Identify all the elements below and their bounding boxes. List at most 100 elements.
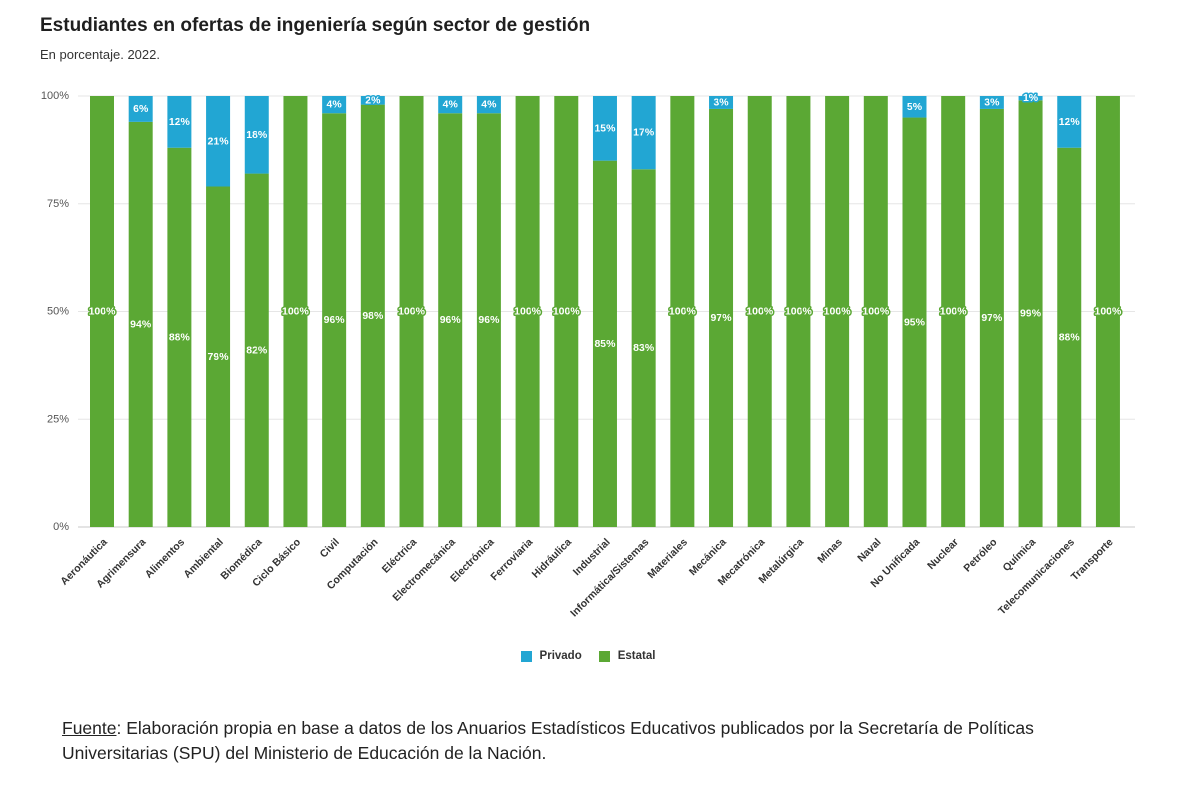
source-text: : Elaboración propia en base a datos de … [62,718,1034,763]
y-tick-unit: % [59,413,69,425]
data-label-value: 6 [133,103,139,115]
data-label-unit: % [219,351,229,363]
data-label-estatal: 94% [130,318,152,330]
data-label-privado: 21% [208,135,230,147]
bar-privado [592,96,617,161]
x-tick-label: Ferroviaria [488,536,535,583]
data-label-value: 100 [862,306,880,318]
data-label-value: 88 [169,331,181,343]
bar-estatal [941,96,966,527]
x-tick-label: Telecomunicaciones [996,536,1077,617]
data-label-value: 94 [130,318,142,330]
data-label-value: 100 [89,306,107,318]
bar-privado [476,96,501,114]
data-label-unit: % [1029,92,1039,104]
data-label-estatal: 98% [362,310,384,322]
bar-estatal [709,108,734,528]
x-tick-label: Química [1000,536,1038,574]
data-label-privado: 12% [1059,116,1081,128]
x-tick-label: Nuclear [925,536,961,572]
data-label-estatal: 100% [514,306,542,318]
data-label-estatal: 100% [785,306,813,318]
bar-estatal [554,96,579,527]
x-tick-label: Civil [318,536,342,560]
bar-privado [902,96,927,118]
data-label-estatal: 96% [324,314,346,326]
data-label-value: 100 [1095,306,1113,318]
data-label-estatal: 100% [398,306,426,318]
bar-privado [979,96,1004,109]
x-tick-label: Eléctrica [380,536,420,576]
data-label-privado: 6% [133,103,149,115]
bar-privado [709,96,734,109]
data-label-unit: % [841,306,851,318]
data-label-estatal: 79% [208,351,230,363]
data-label-unit: % [451,314,461,326]
data-label-unit: % [993,312,1003,324]
y-tick-value: 75 [47,198,59,210]
bar-privado [244,96,269,174]
source-note: Fuente: Elaboración propia en base a dat… [62,716,1072,766]
bar-estatal [1018,100,1043,527]
data-label-unit: % [181,116,191,128]
data-label-unit: % [219,135,229,147]
x-tick-label: Materiales [645,536,690,581]
bar-privado [1057,96,1082,148]
data-label-unit: % [764,306,774,318]
data-labels: 100%94%6%88%12%79%21%82%18%100%96%4%98%2… [87,91,1123,365]
y-tick-value: 50 [47,306,59,318]
data-label-unit: % [645,127,655,139]
legend-item-privado: Privado [520,649,582,663]
y-tick-label: 25% [47,413,69,425]
data-label-unit: % [448,99,458,111]
bar-estatal [1095,96,1120,527]
y-axis: 0%25%50%75%100% [41,90,69,533]
data-label-value: 100 [940,306,958,318]
data-label-value: 15 [594,122,606,134]
data-label-unit: % [532,306,542,318]
data-label-unit: % [487,99,497,111]
bar-estatal [244,173,269,527]
data-label-estatal: 85% [594,338,616,350]
data-label-unit: % [645,342,655,354]
data-label-unit: % [880,306,890,318]
bar-privado [206,96,231,187]
data-label-value: 5 [907,101,913,113]
data-label-unit: % [1032,308,1042,320]
data-label-privado: 4% [327,99,343,111]
legend-item-estatal: Estatal [598,649,655,663]
data-label-value: 100 [553,306,571,318]
data-label-value: 3 [713,96,719,108]
data-label-unit: % [106,306,116,318]
data-label-value: 21 [208,135,220,147]
data-label-unit: % [181,331,191,343]
data-label-unit: % [722,312,732,324]
x-tick-label: Transporte [1069,536,1116,583]
data-label-unit: % [142,318,152,330]
data-label-unit: % [719,96,729,108]
data-label-unit: % [1112,306,1122,318]
data-label-privado: 5% [907,101,923,113]
data-label-value: 100 [398,306,416,318]
x-tick-label: Informática/Sistemas [568,536,651,619]
data-label-value: 97 [711,312,723,324]
data-label-estatal: 88% [1059,331,1081,343]
bar-privado [322,96,347,114]
bar-estatal [863,96,888,527]
bar-estatal [825,96,850,527]
data-label-unit: % [957,306,967,318]
data-label-value: 3 [984,96,990,108]
data-label-estatal: 96% [478,314,500,326]
x-tick-label: Naval [855,536,883,564]
bar-estatal [979,108,1004,528]
data-label-value: 1 [1023,92,1029,104]
data-label-value: 99 [1020,308,1032,320]
data-label-value: 100 [785,306,803,318]
data-label-estatal: 100% [553,306,581,318]
bar-estatal [515,96,540,527]
y-tick-label: 100% [41,90,69,102]
y-tick-unit: % [59,306,69,318]
data-label-estatal: 100% [824,306,852,318]
bar-privado [631,96,656,170]
x-axis: AeronáuticaAgrimensuraAlimentosAmbiental… [58,536,1115,619]
